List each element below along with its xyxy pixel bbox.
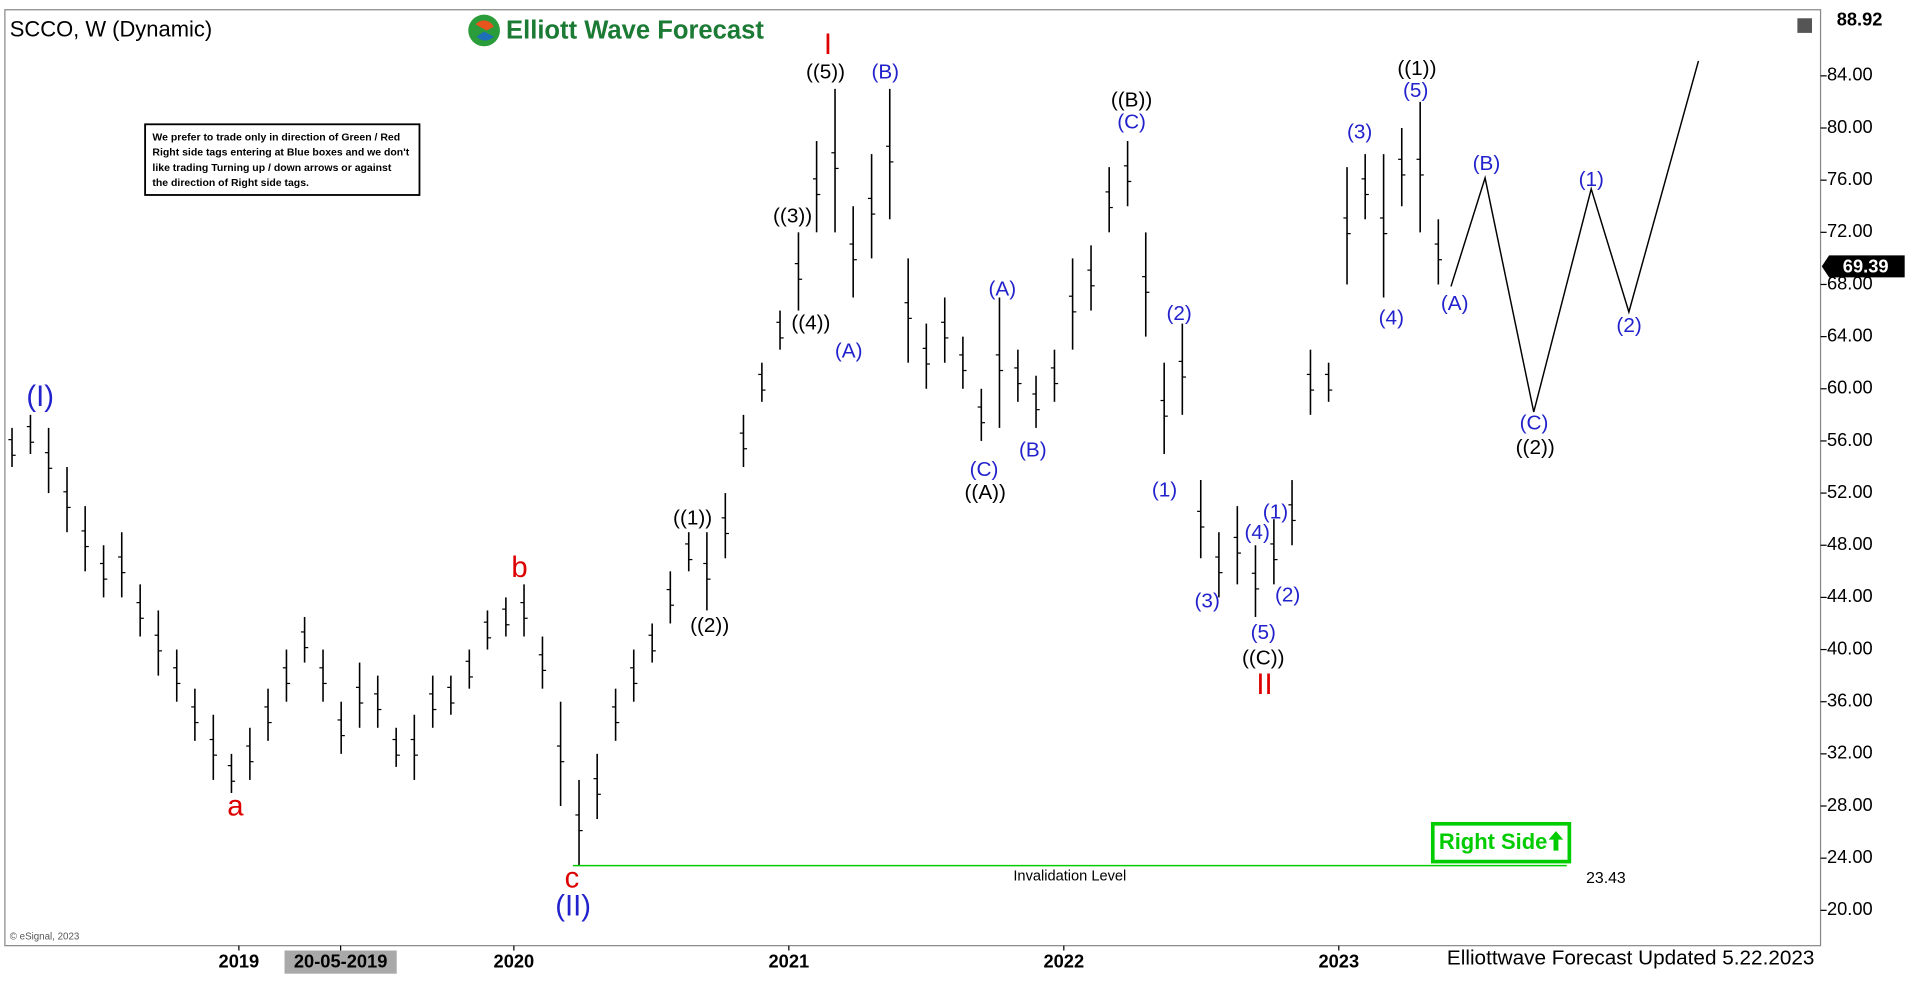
note-line: like trading Turning up / down arrows or… [152, 163, 391, 174]
y-tick-label: 76.00 [1827, 168, 1873, 189]
y-tick-label: 20.00 [1827, 898, 1873, 919]
logo-icon [468, 14, 500, 47]
tag-frame [1430, 821, 1572, 864]
wave-label: (3) [1347, 120, 1372, 143]
last-price: 69.39 [1843, 255, 1889, 276]
y-tick-label: 56.00 [1827, 429, 1873, 450]
x-tick-label: 2021 [769, 951, 810, 972]
y-tick-label: 36.00 [1827, 690, 1873, 711]
y-tick-label: 28.00 [1827, 794, 1873, 815]
wave-label: (B) [1473, 152, 1501, 175]
projection-line [1450, 60, 1700, 413]
y-tick-label: 32.00 [1827, 742, 1873, 763]
y-tick-label: 72.00 [1827, 220, 1873, 241]
y-tick-label: 64.00 [1827, 324, 1873, 345]
wave-label: ((5)) [806, 61, 845, 84]
wave-label: (3) [1195, 589, 1220, 612]
wave-label: (1) [1579, 168, 1604, 191]
wave-label: (C) [970, 458, 999, 481]
wave-label: (2) [1166, 302, 1191, 325]
wave-label: (4) [1245, 521, 1270, 544]
wave-label: ((2)) [1516, 436, 1555, 459]
wave-label: (II) [555, 891, 591, 923]
right-side-tag: Right Side [1430, 821, 1572, 864]
wave-label: c [565, 863, 580, 895]
x-tick-label: 2022 [1043, 951, 1084, 972]
wave-label: ((B)) [1111, 89, 1152, 112]
wave-label: ((4)) [791, 312, 830, 335]
crosshair-label-bg [284, 950, 397, 974]
wave-label: ((2)) [690, 614, 729, 637]
wave-label: b [511, 552, 527, 584]
y-tick-label: 52.00 [1827, 481, 1873, 502]
wave-label: (5) [1403, 79, 1428, 102]
y-tick-label: 80.00 [1827, 116, 1873, 137]
logo-swirl [476, 31, 494, 41]
y-tick-label: 44.00 [1827, 585, 1873, 606]
window-icon [1797, 18, 1813, 33]
logo-bg [462, 10, 787, 50]
chart-title: SCCO, W (Dynamic) [10, 16, 212, 41]
copyright: © eSignal, 2023 [10, 932, 80, 943]
wave-label: ((A)) [965, 481, 1006, 504]
brand: Elliott Wave Forecast [506, 16, 764, 44]
last-price-box [1821, 255, 1905, 278]
wave-label: (A) [1441, 292, 1469, 315]
note-line: the direction of Right side tags. [152, 178, 309, 189]
x-tick-label: 2020 [494, 951, 535, 972]
wave-label: ((1)) [1397, 57, 1436, 80]
wave-label: (B) [871, 61, 899, 84]
wave-label: (I) [26, 381, 54, 413]
wave-label: ((3)) [773, 204, 812, 227]
y-tick-label: 24.00 [1827, 846, 1873, 867]
wave-label: (B) [1019, 438, 1047, 461]
note-line: We prefer to trade only in direction of … [152, 132, 400, 143]
invalidation-label: Invalidation Level [1013, 868, 1126, 884]
wave-label: (A) [989, 278, 1017, 301]
x-tick-label: 2019 [219, 951, 260, 972]
y-tick-label: 48.00 [1827, 533, 1873, 554]
plot-frame [4, 9, 1822, 947]
wave-label: (C) [1117, 111, 1146, 134]
note-box: We prefer to trade only in direction of … [144, 123, 421, 196]
note-line: Right side tags entering at Blue boxes a… [152, 148, 409, 159]
wave-label: (2) [1616, 314, 1641, 337]
invalidation-value: 23.43 [1586, 870, 1626, 887]
y-tick-label: 68.00 [1827, 272, 1873, 293]
wave-label: II [1256, 669, 1272, 701]
top-price: 88.92 [1837, 9, 1883, 30]
note-frame [144, 123, 421, 196]
wave-label: (1) [1152, 479, 1177, 502]
wave-label: ((C)) [1242, 647, 1285, 670]
tag-text: Right Side [1439, 829, 1548, 854]
wave-label: (2) [1275, 583, 1300, 606]
x-tick-label: 2023 [1318, 951, 1359, 972]
y-tick-label: 60.00 [1827, 377, 1873, 398]
y-tick-label: 84.00 [1827, 64, 1873, 85]
footer: Elliottwave Forecast Updated 5.22.2023 [1447, 947, 1815, 970]
wave-label: (A) [835, 340, 863, 363]
tag-arrow [1548, 831, 1564, 851]
logo: Elliott Wave Forecast [462, 10, 787, 50]
x-tick-label: 20-05-2019 [294, 951, 387, 972]
wave-label: (C) [1520, 412, 1549, 435]
wave-label: (1) [1263, 501, 1288, 524]
logo-swirl [475, 20, 494, 31]
wave-label: I [824, 29, 832, 61]
wave-label: (4) [1379, 307, 1404, 330]
wave-label: a [227, 791, 244, 823]
y-tick-label: 40.00 [1827, 637, 1873, 658]
wave-label: ((1)) [673, 507, 712, 530]
wave-label: (5) [1251, 621, 1276, 644]
